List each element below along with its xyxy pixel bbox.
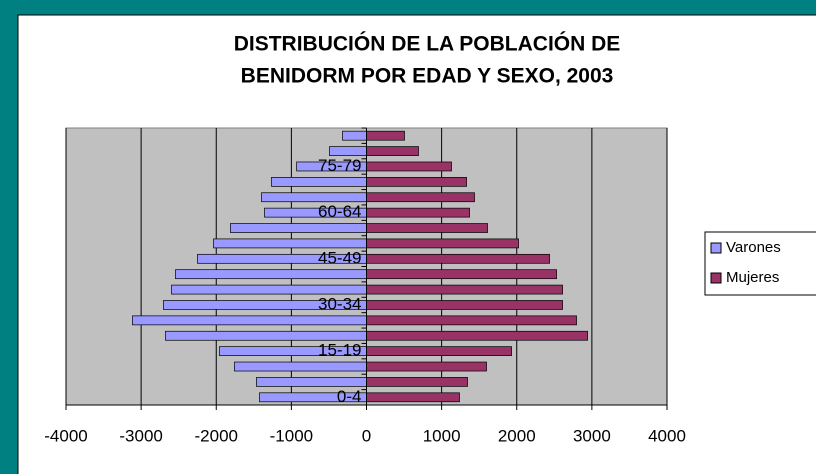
bar [366,315,577,326]
x-tick-label: -1000 [270,426,313,445]
y-tick-label: 15-19 [318,341,361,360]
bar [366,177,467,187]
bar [171,284,367,295]
bar [366,269,557,280]
bar [213,238,367,249]
bar [366,253,550,264]
x-tick-label: 4000 [648,426,686,445]
y-tick-label: 30-34 [318,294,361,313]
bar [261,192,367,203]
bar [342,130,367,141]
y-tick-label: 75-79 [318,156,361,175]
x-tick-label: -3000 [119,426,162,445]
bar [132,315,367,326]
y-tick-label: 0-4 [337,387,362,406]
chart-title: BENIDORM POR EDAD Y SEXO, 2003 [241,65,614,88]
legend-swatch [710,272,722,284]
bar [366,330,588,341]
bar [366,238,519,249]
bar [230,223,367,233]
x-tick-label: 2000 [498,426,536,445]
y-tick-label: 45-49 [318,248,361,267]
bar [165,330,367,341]
legend-label: Varones [726,239,781,256]
y-tick-label: 60-64 [318,202,361,221]
bar [366,392,460,403]
legend-label: Mujeres [726,269,779,286]
bar [366,346,512,356]
bar [366,207,470,218]
legend-swatch [710,242,722,254]
bar [366,377,468,387]
x-tick-label: -2000 [195,426,238,445]
bar [366,192,475,203]
bar [234,361,367,372]
x-tick-label: -4000 [44,426,87,445]
x-tick-label: 3000 [573,426,611,445]
bar [366,300,563,310]
x-tick-label: 0 [362,426,371,445]
bar [175,269,367,280]
bar [366,361,487,372]
x-tick-label: 1000 [423,426,461,445]
bar [329,146,367,156]
bar [366,146,419,156]
chart-title: DISTRIBUCIÓN DE LA POBLACIÓN DE [234,32,621,56]
bar [256,377,367,387]
bar [366,161,452,172]
bar [366,130,405,141]
bar [366,223,488,233]
bar [366,284,563,295]
legend-box [704,231,816,296]
bar [271,177,367,187]
